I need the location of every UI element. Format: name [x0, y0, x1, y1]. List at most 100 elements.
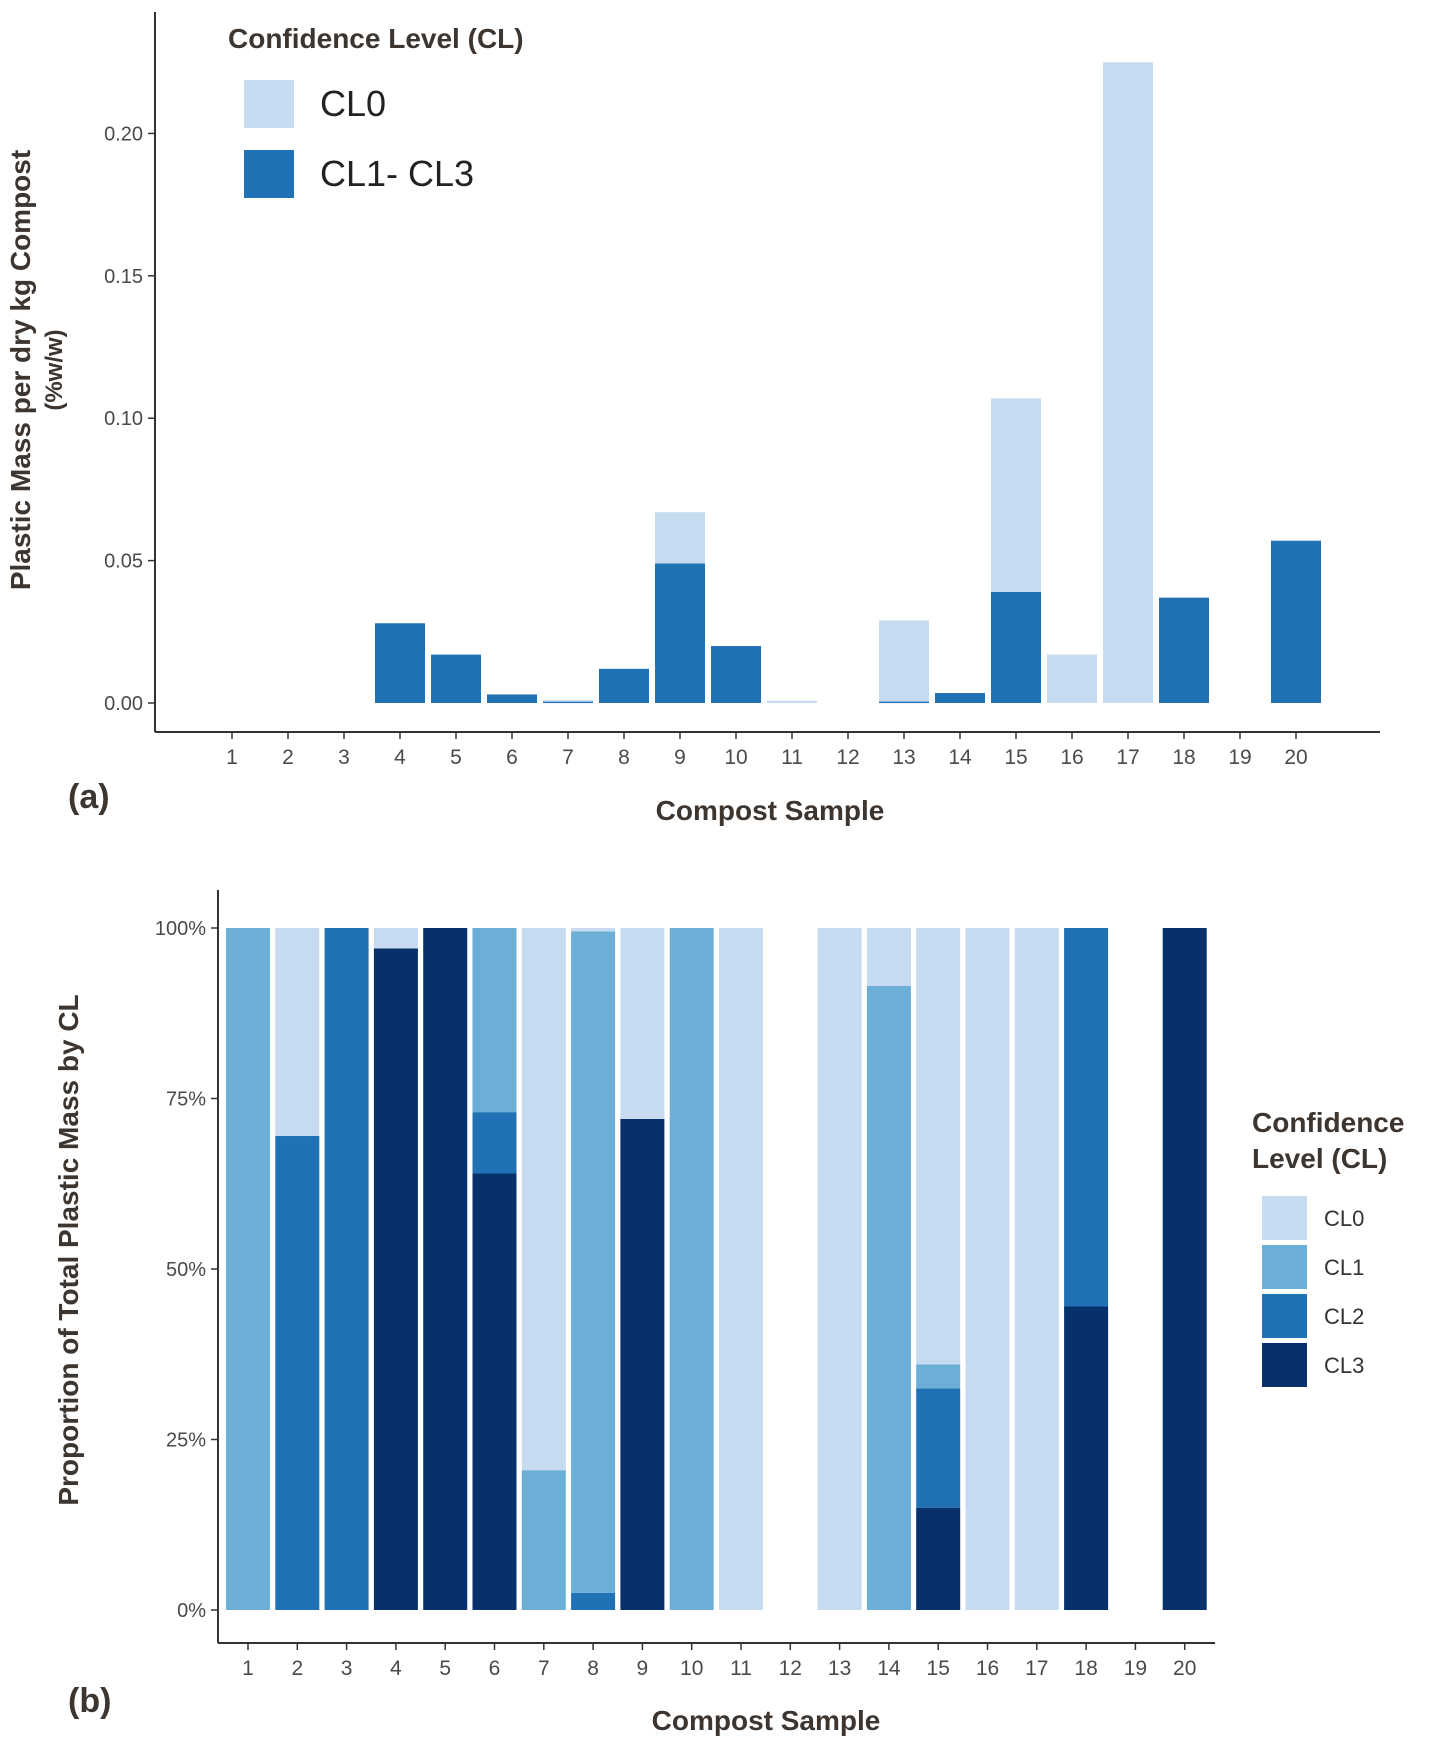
panel-b-x-tick-label: 15	[927, 1657, 950, 1680]
panel-a-label: (a)	[68, 778, 110, 816]
panel-b-label: (b)	[68, 1682, 111, 1720]
panel-b-axes	[217, 890, 1215, 1644]
panel-b-bar-cl3-sample-9	[620, 1118, 665, 1610]
panel-a-ticks: 0.000.050.100.150.201 2 3 4 5 6 7 8 9 10 11 12 13 14 1…	[104, 123, 1308, 769]
panel-b-bar-cl3-sample-6	[472, 1173, 517, 1610]
panel-b-chart: 0%25%50%75%100%1 2 3 4 5 6 7 8 9 10 11 12 13 14 15 16 17…	[53, 890, 1404, 1736]
panel-b-ticks: 0%25%50%75%100%1 2 3 4 5 6 7 8 9 10 11 12 13 14 15 16 17…	[155, 918, 1197, 1680]
panel-a-x-tick-label: 3	[338, 746, 350, 769]
panel-a-legend: Confidence Level (CL) CL0 CL1- CL3	[228, 23, 524, 198]
panel-a-legend-title: Confidence Level (CL)	[228, 23, 524, 54]
panel-a-bar-cl1-cl3-sample-8	[599, 668, 649, 703]
panel-b-bar-cl0-sample-2	[275, 928, 320, 1137]
panel-b-y-tick-label: 25%	[166, 1430, 206, 1452]
panel-b-x-tick-label: 7	[538, 1657, 550, 1680]
panel-b-y-tick-label: 0%	[177, 1600, 206, 1622]
panel-a-x-tick-label: 13	[892, 746, 915, 769]
panel-b-legend: Confidence Level (CL) CL0 CL1 CL2 CL3	[1252, 1107, 1404, 1387]
panel-b-y-axis-title: Proportion of Total Plastic Mass by CL	[53, 994, 84, 1505]
panel-a-bar-cl1-cl3-sample-4	[375, 623, 425, 703]
panel-b-bar-cl0-sample-14	[866, 928, 911, 986]
panel-b-bar-cl0-sample-7	[521, 928, 566, 1471]
panel-b-bar-cl1-sample-6	[472, 928, 517, 1113]
panel-b-legend-title-line-1: Confidence	[1252, 1107, 1404, 1138]
panel-b-legend-swatch	[1262, 1245, 1307, 1289]
panel-b-bar-cl3-sample-18	[1064, 1306, 1109, 1610]
panel-b-x-tick-label: 11	[730, 1657, 752, 1680]
panel-b-x-tick-label: 14	[877, 1657, 901, 1680]
panel-b-bar-cl0-sample-16	[965, 928, 1010, 1610]
panel-b-bar-cl3-sample-20	[1162, 928, 1207, 1610]
panel-b-x-tick-label: 10	[680, 1657, 703, 1680]
panel-b-bar-cl0-sample-15	[916, 928, 961, 1365]
panel-b-x-axis-title: Compost Sample	[652, 1705, 881, 1736]
panel-b-bar-cl0-sample-11	[719, 928, 763, 1610]
panel-b-legend-label: CL2	[1324, 1304, 1364, 1329]
panel-b-bar-cl0-sample-4	[373, 928, 418, 949]
panel-a-bars	[375, 62, 1321, 704]
panel-a-x-tick-label: 20	[1284, 746, 1307, 769]
panel-b-legend-label: CL0	[1324, 1206, 1364, 1231]
panel-b-x-tick-label: 12	[779, 1657, 802, 1680]
panel-a-chart: 0.000.050.100.150.201 2 3 4 5 6 7 8 9 10 11 12 13 14 1…	[5, 12, 1380, 826]
panel-b-bar-cl1-sample-14	[866, 985, 911, 1610]
panel-a-bar-cl0-sample-9	[655, 512, 705, 564]
panel-b-bar-cl2-sample-15	[916, 1388, 961, 1508]
panel-a-x-tick-label: 5	[450, 746, 462, 769]
panel-a-bar-cl1-cl3-sample-7	[543, 701, 593, 704]
panel-a-bar-cl1-cl3-sample-18	[1159, 597, 1209, 703]
panel-b-bar-cl1-sample-10	[669, 928, 714, 1610]
panel-a-axes	[154, 12, 1380, 733]
panel-b-x-tick-label: 18	[1074, 1657, 1097, 1680]
panel-b-y-tick-label: 100%	[155, 918, 206, 940]
panel-b-bar-cl2-sample-8	[571, 1592, 616, 1610]
panel-b-bar-cl1-sample-7	[521, 1470, 566, 1610]
panel-a-x-tick-label: 16	[1060, 746, 1083, 769]
panel-a-x-tick-label: 15	[1004, 746, 1027, 769]
panel-b-legend-label: CL3	[1324, 1353, 1364, 1378]
panel-a-y-tick-label: 0.20	[104, 123, 143, 145]
panel-a-y-tick-label: 0.15	[104, 266, 143, 288]
panel-a-x-tick-label: 10	[724, 746, 747, 769]
panel-b-x-tick-label: 16	[976, 1657, 999, 1680]
panel-a-x-tick-label: 8	[618, 746, 630, 769]
panel-a-x-tick-label: 1	[226, 746, 238, 769]
panel-b-x-tick-label: 5	[439, 1657, 451, 1680]
panel-a-bar-cl1-cl3-sample-14	[935, 693, 985, 703]
panel-a-x-tick-label: 2	[282, 746, 294, 769]
panel-a-x-tick-label: 7	[562, 746, 574, 769]
panel-b-x-tick-label: 17	[1025, 1657, 1048, 1680]
panel-b-legend-title-line-2: Level (CL)	[1252, 1143, 1387, 1174]
panel-a-x-tick-label: 19	[1228, 746, 1251, 769]
panel-b-y-tick-label: 75%	[166, 1089, 206, 1111]
panel-b-bar-cl0-sample-9	[620, 928, 665, 1119]
panel-a-y-tick-label: 0.10	[104, 408, 143, 430]
panel-a-bar-cl0-sample-15	[991, 398, 1041, 592]
panel-a-y-axis-subtitle: (%w/w)	[41, 329, 68, 410]
panel-a-bar-cl1-cl3-sample-6	[487, 694, 537, 703]
panel-b-bar-cl1-sample-15	[916, 1364, 961, 1389]
panel-b-legend-swatch	[1262, 1294, 1307, 1338]
panel-a-x-tick-label: 11	[781, 746, 803, 769]
panel-a-legend-label: CL0	[320, 83, 386, 124]
panel-b-x-tick-label: 9	[637, 1657, 649, 1680]
panel-a-bar-cl1-cl3-sample-9	[655, 563, 705, 703]
panel-b-bar-cl1-sample-8	[571, 931, 616, 1593]
panel-b-legend-swatch	[1262, 1343, 1307, 1387]
panel-b-x-tick-label: 3	[341, 1657, 353, 1680]
panel-b-bar-cl1-sample-1	[226, 928, 270, 1610]
panel-a-bar-cl0-sample-13	[879, 620, 929, 702]
panel-a-y-tick-label: 0.05	[104, 551, 143, 573]
panel-b-legend-label: CL1	[1324, 1255, 1364, 1280]
panel-a-bar-cl1-cl3-sample-10	[711, 646, 761, 703]
panel-a-x-tick-label: 14	[948, 746, 972, 769]
panel-b-x-tick-label: 8	[587, 1657, 599, 1680]
panel-a-legend-swatch	[244, 150, 294, 198]
panel-b-bar-cl2-sample-6	[472, 1112, 517, 1174]
panel-a-x-tick-label: 4	[394, 746, 406, 769]
panel-a-legend-label: CL1- CL3	[320, 153, 474, 194]
panel-b-bar-cl2-sample-2	[275, 1136, 320, 1610]
panel-b-x-tick-label: 20	[1173, 1657, 1196, 1680]
panel-a-x-tick-label: 9	[674, 746, 686, 769]
panel-b-x-tick-label: 19	[1124, 1657, 1147, 1680]
